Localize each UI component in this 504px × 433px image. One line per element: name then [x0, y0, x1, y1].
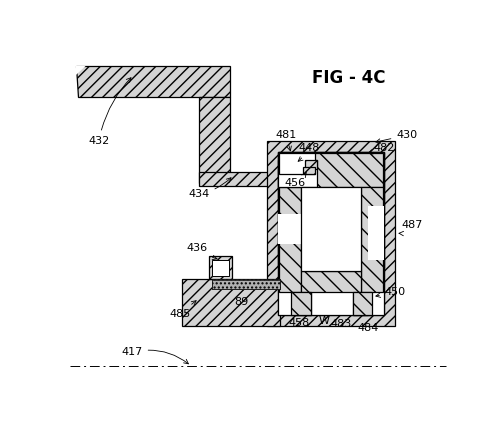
Polygon shape [279, 153, 314, 174]
Polygon shape [209, 256, 232, 279]
Text: FIG - 4C: FIG - 4C [312, 69, 386, 87]
Polygon shape [291, 292, 310, 314]
Text: 483: 483 [331, 319, 352, 329]
Text: 482: 482 [367, 143, 395, 154]
Polygon shape [278, 160, 317, 187]
Polygon shape [303, 167, 314, 174]
Polygon shape [279, 187, 301, 292]
Text: 89: 89 [234, 297, 248, 307]
Polygon shape [353, 292, 372, 314]
Polygon shape [267, 141, 395, 326]
Polygon shape [212, 260, 229, 276]
Polygon shape [212, 279, 280, 289]
Text: 485: 485 [169, 301, 196, 319]
Polygon shape [76, 66, 230, 97]
Polygon shape [353, 291, 368, 314]
Polygon shape [199, 172, 271, 186]
Polygon shape [278, 213, 303, 245]
Polygon shape [182, 279, 280, 326]
Text: 432: 432 [88, 78, 131, 145]
Polygon shape [278, 206, 384, 268]
Text: 487: 487 [399, 220, 423, 236]
Polygon shape [212, 280, 280, 289]
Polygon shape [76, 66, 86, 75]
Polygon shape [361, 206, 384, 260]
Polygon shape [199, 97, 230, 183]
Polygon shape [278, 152, 384, 314]
Text: 458: 458 [288, 318, 310, 328]
Polygon shape [278, 152, 384, 206]
Polygon shape [301, 271, 361, 292]
Text: 448: 448 [298, 143, 320, 162]
Text: 434: 434 [188, 178, 231, 200]
Polygon shape [295, 291, 310, 314]
Text: 484: 484 [358, 323, 379, 333]
Text: 456: 456 [285, 173, 306, 188]
Polygon shape [301, 187, 361, 271]
Polygon shape [279, 153, 383, 187]
Text: 481: 481 [275, 130, 297, 151]
Polygon shape [305, 160, 317, 169]
Text: W: W [318, 317, 329, 326]
Text: 417: 417 [121, 347, 188, 364]
Text: 430: 430 [376, 130, 417, 143]
Text: 450: 450 [376, 287, 406, 297]
Polygon shape [278, 152, 384, 314]
Polygon shape [361, 187, 383, 292]
Polygon shape [295, 268, 368, 291]
Text: 436: 436 [186, 243, 217, 260]
